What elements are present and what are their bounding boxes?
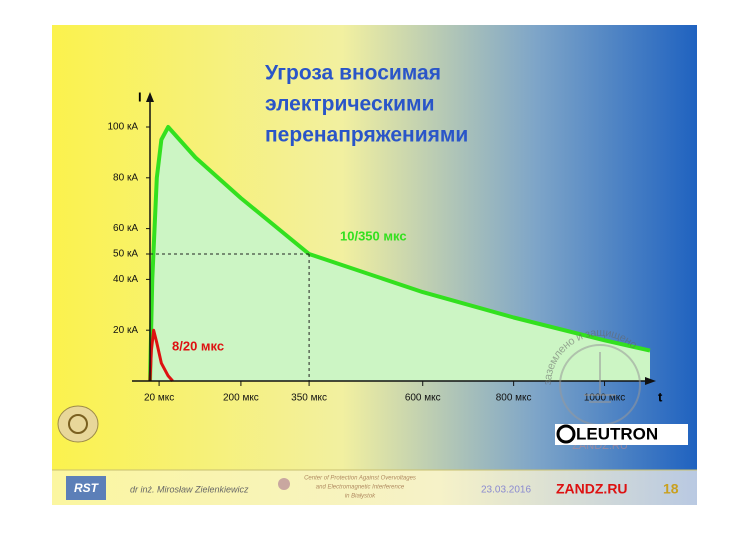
y-tick-label: 50 кА [113, 249, 138, 260]
footer-date: 23.03.2016 [481, 485, 531, 496]
series-label: 10/350 мкс [340, 228, 407, 243]
area [150, 127, 650, 381]
y-tick-label: 100 кА [107, 122, 138, 133]
title-line: электрическими [265, 93, 435, 116]
x-tick-label: 800 мкс [496, 393, 532, 404]
footer-logo-box [66, 476, 106, 500]
footer-emblem [278, 478, 290, 490]
line [148, 328, 174, 383]
line [148, 125, 651, 382]
page-number: 18 [663, 481, 679, 497]
footer-band [52, 470, 697, 505]
footer-center: in Białystok [345, 494, 376, 500]
x-tick-label: 200 мкс [223, 393, 259, 404]
y-tick-label: 20 кА [113, 325, 138, 336]
chart: It 20 кА 40 кА 50 кА 60 кА 80 кА 100 кА 20 мкс 2… [107, 89, 663, 404]
logo-mark [556, 424, 576, 444]
x-tick-label: 1000 мкс [584, 393, 625, 404]
coin-symbol [68, 414, 88, 434]
y-axis-arrow [146, 92, 154, 102]
footer-logo: RST [74, 481, 100, 495]
title-line: Угроза вносимая [265, 62, 441, 85]
x-axis-arrow [645, 377, 656, 385]
x-tick-label: 350 мкс [291, 393, 327, 404]
y-axis-label: I [138, 89, 142, 104]
x-tick-label: 600 мкс [405, 393, 441, 404]
footer-site: ZANDZ.RU [556, 481, 628, 497]
logo-box [555, 424, 688, 445]
x-axis-label: t [658, 389, 663, 404]
y-tick-label: 60 кА [113, 223, 138, 234]
y-tick-label: 80 кА [113, 172, 138, 183]
series-label: 8/20 мкс [172, 338, 224, 353]
y-tick-label: 40 кА [113, 274, 138, 285]
title-line: перенапряжениями [265, 124, 468, 147]
coin-logo [57, 405, 99, 443]
footer-center: and Electromagnetic Interference [316, 485, 405, 491]
footer-author: dr inż. Mirosław Zielenkiewicz [130, 484, 249, 494]
footer-center: Center of Protection Against Overvoltage… [304, 476, 416, 482]
x-tick-label: 20 мкс [144, 393, 174, 404]
logo-text: LEUTRON [576, 424, 658, 443]
